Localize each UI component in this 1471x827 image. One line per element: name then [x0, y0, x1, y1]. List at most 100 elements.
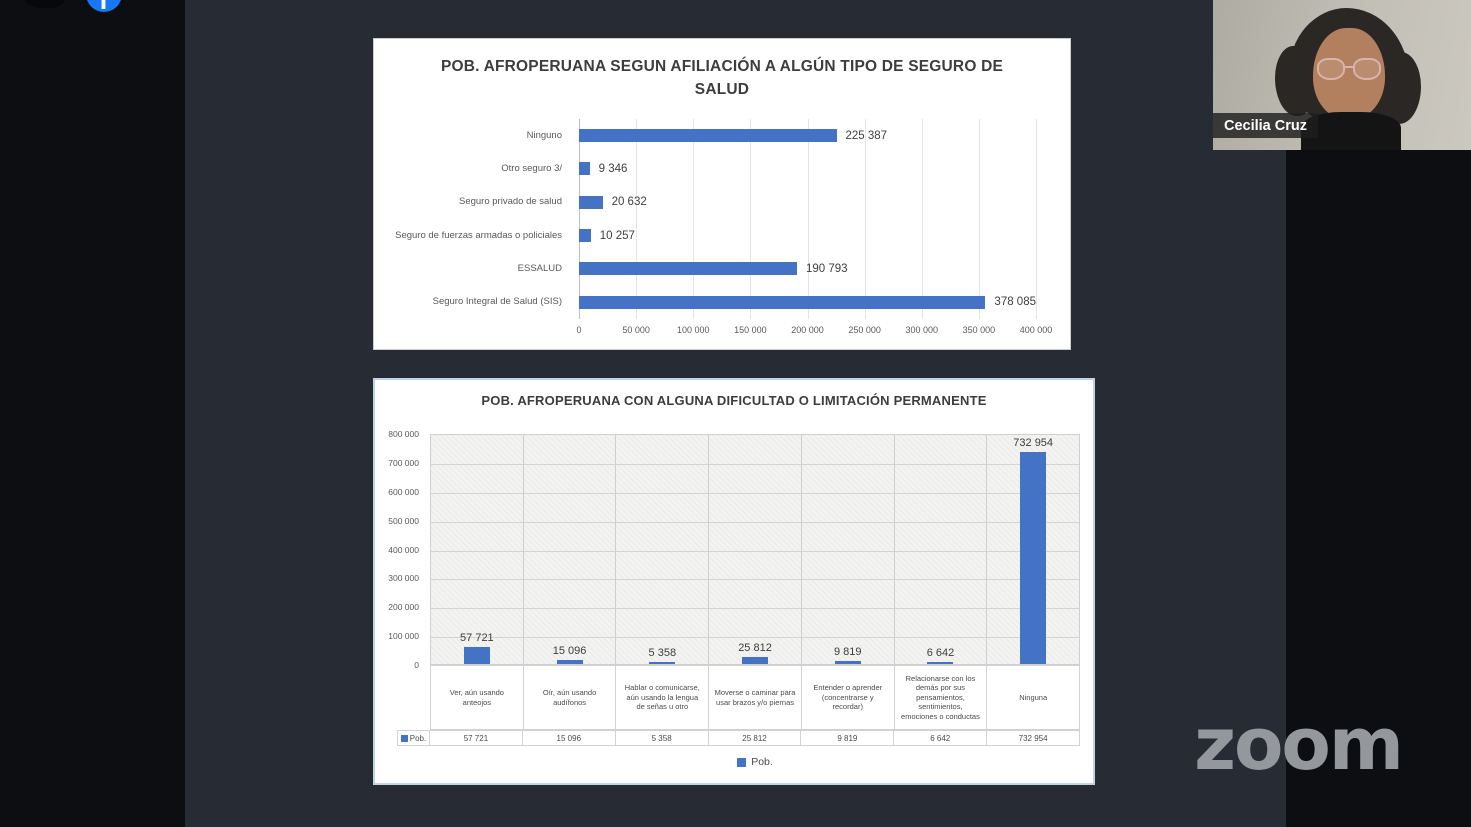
bar-value-label: 732 954 [1013, 437, 1054, 450]
glasses-icon [1315, 58, 1383, 82]
data-table-value: 57 721 [430, 730, 523, 746]
disability-chart-legend: Pob. [430, 756, 1080, 768]
bar-column: 57 721 [431, 435, 524, 664]
bar-value-label: 190 793 [805, 262, 848, 275]
participant-video-tile[interactable]: Cecilia Cruz [1213, 0, 1471, 150]
category-label: Otro seguro 3/ [501, 162, 562, 174]
category-label: ESSALUD [517, 262, 562, 274]
insurance-chart-category-axis: Ninguno Otro seguro 3/Seguro privado de s… [380, 119, 571, 319]
x-tick-label: 400 000 [1019, 325, 1053, 335]
insurance-chart-x-axis: 0 50 000 100 000 150 000 200 000 250 000 300 0… [576, 325, 1052, 337]
bar-value-label: 15 096 [552, 644, 587, 657]
gridline [431, 550, 1079, 552]
bar [649, 662, 676, 664]
bar-value-label: 9 819 [833, 646, 862, 659]
insurance-chart-panel: POB. AFROPERUANA SEGUN AFILIACIÓN A ALGÚ… [373, 38, 1071, 350]
bar-row: 20 632 [579, 186, 1036, 219]
category-label: Ver, aún usando anteojos [430, 665, 524, 730]
bar-value-label: 6 642 [926, 647, 955, 660]
gridline [978, 119, 980, 319]
bar-column: 25 812 [709, 435, 802, 664]
bar-value-label: 9 346 [598, 162, 628, 175]
category-label: Seguro Integral de Salud (SIS) [432, 296, 562, 308]
category-label: Relacionarse con los demás por sus pensa… [894, 665, 988, 730]
gridline [807, 119, 809, 319]
category-label: Seguro privado de salud [459, 196, 562, 208]
bar-value-label: 5 358 [648, 647, 677, 660]
x-tick-label: 50 000 [622, 325, 650, 335]
data-table-value: 5 358 [615, 730, 709, 746]
gridline [921, 119, 923, 319]
gridline [431, 608, 1079, 610]
y-tick-label: 0 [414, 660, 419, 670]
data-table-value: 9 819 [801, 730, 895, 746]
bar-columns: 57 721 15 096 5 358 25 812 9 819 6 642 732 954 [431, 435, 1079, 664]
bar-value-label: 10 257 [599, 229, 635, 242]
bar [579, 129, 837, 143]
bar-value-label: 20 632 [611, 196, 647, 209]
gridline [750, 119, 752, 319]
gridline [693, 119, 695, 319]
bar [556, 659, 583, 664]
y-tick-label: 500 000 [388, 515, 419, 526]
x-tick-label: 300 000 [905, 325, 939, 335]
disability-chart-title: POB. AFROPERUANA CON ALGUNA DIFICULTAD O… [481, 393, 987, 408]
bar-row: 10 257 [579, 219, 1036, 252]
disability-chart-data-table-row: Pob. 57 721 15 096 5 358 25 812 9 819 6 642 732… [397, 730, 1081, 746]
gridline [431, 579, 1079, 581]
bar-column: 6 642 [895, 435, 988, 664]
participant-name-tag: Cecilia Cruz [1213, 113, 1318, 138]
disability-chart-y-axis: 800 000 700 000 600 000 500 000 400 000 300 0… [375, 429, 425, 670]
bar-column: 732 954 [987, 435, 1079, 664]
data-table-value: 732 954 [987, 730, 1081, 746]
bar [579, 195, 603, 209]
data-table-value: 15 096 [522, 730, 616, 746]
bar [579, 295, 986, 309]
category-label: Entender o aprender (concentrarse y reco… [801, 665, 895, 730]
bar-value-label: 25 812 [738, 641, 772, 654]
category-label: Ninguno [526, 129, 562, 141]
bar [579, 229, 591, 243]
gridline [864, 119, 866, 319]
y-tick-label: 800 000 [388, 429, 419, 439]
x-tick-label: 350 000 [962, 325, 996, 335]
bar-row: 378 085 [579, 286, 1036, 319]
data-table-value: 6 642 [894, 730, 988, 746]
bar [463, 647, 490, 664]
bar-row: 9 346 [579, 152, 1036, 185]
bar-row: 190 793 [579, 252, 1036, 285]
bar-value-label: 225 387 [845, 129, 888, 142]
bar-rows: 225 387 9 346 20 632 10 257 190 793 378 085 [579, 119, 1036, 319]
data-table-series-key: Pob. [397, 730, 430, 746]
data-table-value: 25 812 [708, 730, 802, 746]
category-label: Oír, aún usando audífonos [523, 665, 617, 730]
zoom-watermark: zoom [1194, 702, 1404, 786]
x-tick-label: 100 000 [676, 325, 710, 335]
gridline [431, 637, 1079, 639]
bar [1020, 452, 1047, 664]
insurance-chart-plot: 225 387 9 346 20 632 10 257 190 793 378 085 [579, 119, 1037, 319]
bar-column: 5 358 [616, 435, 710, 664]
gridline [431, 492, 1079, 494]
y-tick-label: 100 000 [388, 631, 419, 642]
gridline [579, 119, 580, 319]
x-tick-label: 250 000 [848, 325, 881, 335]
gridline [431, 521, 1079, 523]
bar [579, 162, 590, 176]
bar [834, 661, 861, 664]
insurance-chart-title: POB. AFROPERUANA SEGUN AFILIACIÓN A ALGÚ… [440, 58, 1004, 98]
y-tick-label: 700 000 [388, 457, 419, 468]
disability-chart-plot: 57 721 15 096 5 358 25 812 9 819 6 642 732 954 [430, 434, 1080, 665]
x-tick-label: 200 000 [791, 325, 824, 335]
category-label: Ninguna [987, 665, 1081, 730]
bar [742, 656, 769, 664]
disability-chart-panel: POB. AFROPERUANA CON ALGUNA DIFICULTAD O… [373, 378, 1095, 785]
gridline [1036, 119, 1037, 319]
bar-column: 9 819 [802, 435, 895, 664]
bar-column: 15 096 [524, 435, 617, 664]
legend-swatch-icon [400, 734, 408, 742]
x-tick-label: 150 000 [734, 325, 767, 335]
category-label: Hablar o comunicarse, aún usando la leng… [616, 665, 710, 730]
legend-swatch-icon [737, 757, 747, 767]
